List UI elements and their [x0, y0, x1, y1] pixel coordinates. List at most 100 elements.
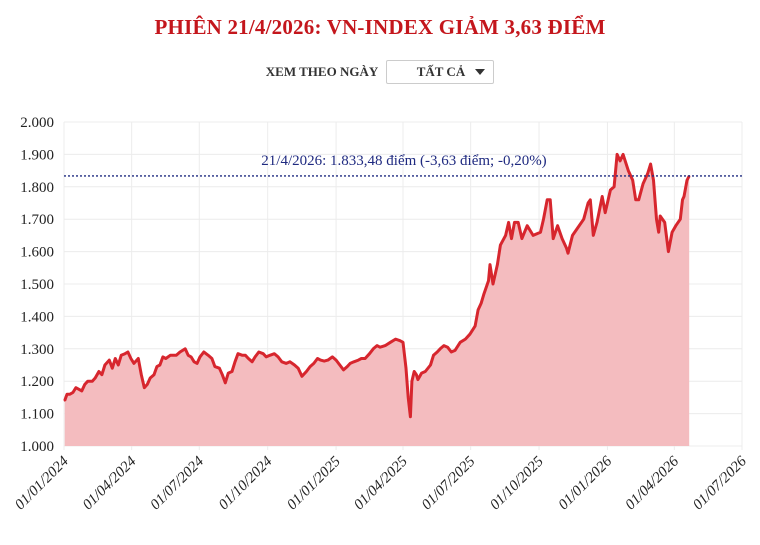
data-point — [520, 237, 523, 240]
caret-down-icon — [475, 69, 486, 75]
data-point — [513, 221, 516, 224]
data-point — [280, 360, 283, 363]
data-point — [100, 373, 103, 376]
x-tick-label: 01/04/2026 — [623, 453, 683, 513]
x-tick-label: 01/10/2025 — [487, 453, 547, 513]
data-point — [300, 375, 303, 378]
data-point — [231, 370, 234, 373]
data-point — [68, 393, 71, 396]
data-point — [63, 399, 66, 402]
data-point — [202, 351, 205, 354]
data-point — [236, 352, 239, 355]
data-point — [468, 333, 471, 336]
data-point — [375, 344, 378, 347]
data-point — [155, 365, 158, 368]
data-point — [567, 252, 570, 255]
data-point — [439, 347, 442, 350]
data-point — [634, 198, 637, 201]
data-point — [120, 354, 123, 357]
data-point — [619, 159, 622, 162]
data-point — [561, 237, 564, 240]
data-point — [542, 218, 545, 221]
data-point — [627, 169, 630, 172]
data-point — [491, 283, 494, 285]
data-point — [297, 367, 300, 370]
data-point — [199, 355, 202, 358]
area-fill — [64, 154, 690, 446]
data-point — [596, 221, 599, 224]
date-range-select[interactable]: TẤT CẢ — [386, 60, 495, 84]
data-point — [123, 352, 126, 355]
data-point — [111, 367, 114, 370]
data-point — [459, 341, 462, 344]
data-point — [552, 237, 555, 240]
data-point — [224, 381, 227, 384]
data-point — [247, 357, 250, 360]
data-point — [207, 354, 210, 357]
x-tick-label: 01/01/2025 — [284, 453, 344, 513]
data-point — [649, 163, 652, 166]
data-point — [402, 341, 404, 344]
select-value: TẤT CẢ — [416, 64, 466, 79]
data-point — [546, 198, 549, 201]
x-tick-label: 01/10/2024 — [216, 453, 276, 513]
data-point — [164, 357, 167, 360]
data-point — [114, 357, 117, 360]
data-point — [681, 198, 684, 201]
data-point — [496, 263, 499, 266]
data-point — [360, 357, 363, 360]
data-point — [674, 224, 677, 227]
data-point — [589, 198, 592, 201]
data-point — [483, 292, 486, 295]
data-point — [140, 373, 143, 376]
data-point — [667, 250, 670, 253]
data-point — [331, 355, 334, 358]
data-point — [655, 218, 658, 221]
data-point — [265, 355, 268, 358]
data-point — [683, 195, 686, 198]
data-point — [158, 364, 161, 366]
data-point — [510, 237, 513, 240]
data-point — [685, 179, 688, 182]
data-point — [364, 357, 367, 360]
data-point — [454, 349, 457, 352]
x-tick-label: 01/07/2026 — [690, 453, 750, 513]
data-point — [187, 354, 190, 357]
x-tick-label: 01/01/2024 — [12, 453, 72, 513]
data-point — [349, 362, 352, 365]
data-point — [117, 364, 120, 366]
y-axis: 1.000 1.100 1.200 1.300 1.400 1.500 1.600 1.700… — [20, 115, 54, 455]
data-point — [464, 338, 467, 341]
data-point — [582, 218, 585, 221]
data-point — [268, 354, 271, 357]
data-point — [210, 357, 213, 360]
x-tick-label: 01/04/2025 — [351, 453, 411, 513]
data-point — [622, 153, 625, 156]
data-point — [285, 362, 288, 365]
data-point — [446, 346, 449, 349]
data-point — [77, 388, 80, 391]
data-point — [420, 372, 423, 375]
data-point — [477, 308, 480, 311]
data-point — [338, 364, 341, 366]
data-point — [399, 339, 402, 342]
data-point — [146, 383, 149, 386]
data-point — [517, 221, 520, 224]
data-point — [91, 380, 94, 383]
data-point — [71, 391, 74, 394]
data-point — [450, 351, 453, 354]
data-point — [532, 234, 535, 237]
data-point — [74, 386, 77, 389]
data-point — [97, 370, 100, 373]
data-point — [326, 359, 329, 362]
data-point — [679, 218, 682, 221]
data-point — [172, 354, 175, 357]
data-point — [251, 360, 254, 363]
data-point — [442, 344, 445, 347]
data-point — [65, 393, 68, 396]
data-point — [372, 347, 375, 350]
data-point — [352, 360, 355, 363]
data-point — [169, 354, 172, 357]
data-point — [346, 365, 349, 368]
